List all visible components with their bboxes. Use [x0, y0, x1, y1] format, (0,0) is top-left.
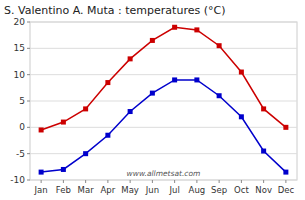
x-tick [285, 180, 286, 183]
data-point [39, 170, 44, 175]
y-tick-label: 15 [14, 43, 25, 53]
data-point [83, 106, 88, 111]
x-tick-label: Apr [101, 185, 116, 195]
x-tick-label: Aug [189, 185, 206, 195]
data-point [83, 151, 88, 156]
data-point [150, 38, 155, 43]
x-tick-label: Jul [168, 185, 179, 195]
y-tick-label: 20 [14, 17, 26, 27]
y-tick-label: 0 [19, 122, 25, 132]
series-line [41, 80, 286, 172]
grid-line [30, 48, 297, 49]
x-tick [196, 180, 197, 183]
data-point [217, 93, 222, 98]
x-tick-label: Feb [56, 185, 71, 195]
data-point [194, 77, 199, 82]
data-point [283, 125, 288, 130]
x-tick [219, 180, 220, 183]
y-tick-label: 10 [14, 70, 26, 80]
data-point [105, 133, 110, 138]
x-tick [174, 180, 175, 183]
x-tick [241, 180, 242, 183]
plot-marks [39, 25, 289, 175]
data-point [105, 80, 110, 85]
x-tick-label: Sep [211, 185, 227, 195]
series-line [41, 27, 286, 130]
grid-line [30, 101, 297, 102]
y-tick [27, 22, 30, 23]
data-point [261, 149, 266, 154]
x-tick [130, 180, 131, 183]
y-tick [27, 101, 30, 102]
x-tick [263, 180, 264, 183]
chart-container: -10 -5 0 5 10 15 20 Jan Feb Mar Apr May Jun Jul Aug Sep… [0, 0, 305, 200]
x-tick-label: Oct [234, 185, 249, 195]
grid-line [30, 74, 297, 75]
x-tick-label: Dec [278, 185, 295, 195]
data-point [61, 120, 66, 125]
chart: -10 -5 0 5 10 15 20 Jan Feb Mar Apr May Jun Jul Aug Sep… [0, 0, 305, 200]
x-tick [85, 180, 86, 183]
data-point [172, 77, 177, 82]
x-tick [107, 180, 108, 183]
x-tick-label: Jan [34, 185, 48, 195]
y-tick [27, 74, 30, 75]
data-point [128, 109, 133, 114]
grid-line [30, 22, 297, 23]
data-point [261, 106, 266, 111]
x-tick [41, 180, 42, 183]
plot-area [30, 22, 297, 180]
y-tick [27, 153, 30, 154]
grid-line [30, 153, 297, 154]
data-point [239, 114, 244, 119]
annotation: www.allmetsat.com [127, 169, 201, 178]
y-tick-label: -10 [10, 175, 25, 185]
data-point [39, 127, 44, 132]
x-tick [152, 180, 153, 183]
title: S. Valentino A. Muta : temperatures (°C) [4, 4, 225, 17]
y-tick [27, 127, 30, 128]
x-tick-label: May [121, 185, 139, 195]
y-tick [27, 180, 30, 181]
y-tick-label: 5 [19, 96, 25, 106]
data-point [172, 25, 177, 30]
grid-line [30, 127, 297, 128]
data-point [217, 43, 222, 48]
data-point [194, 27, 199, 32]
data-point [61, 167, 66, 172]
x-tick-label: Mar [78, 185, 95, 195]
x-tick-label: Nov [255, 185, 272, 195]
y-tick-label: -5 [16, 149, 25, 159]
grid-line [30, 180, 297, 181]
data-point [283, 170, 288, 175]
y-tick [27, 48, 30, 49]
data-point [128, 56, 133, 61]
data-point [239, 70, 244, 75]
x-tick-label: Jun [145, 185, 159, 195]
data-point [150, 91, 155, 96]
x-tick [63, 180, 64, 183]
